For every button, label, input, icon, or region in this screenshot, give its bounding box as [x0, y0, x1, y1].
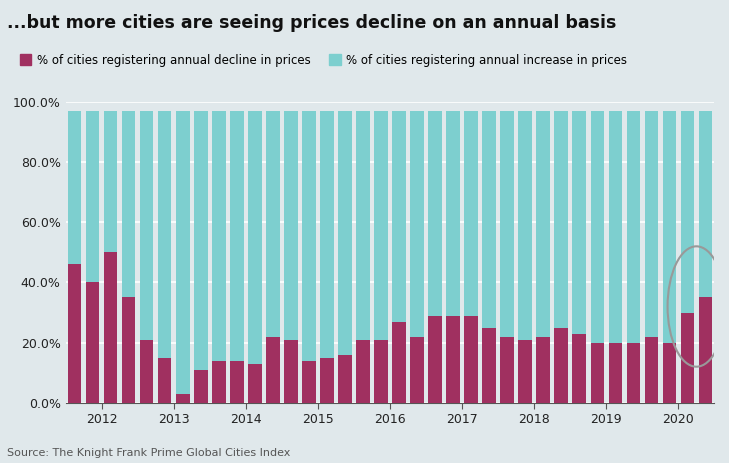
Bar: [266, 111, 280, 403]
Bar: [609, 343, 622, 403]
Text: ...but more cities are seeing prices decline on an annual basis: ...but more cities are seeing prices dec…: [7, 14, 617, 32]
Bar: [194, 369, 208, 403]
Bar: [392, 321, 406, 403]
Bar: [230, 361, 243, 403]
Bar: [320, 357, 334, 403]
Bar: [176, 111, 190, 403]
Bar: [266, 337, 280, 403]
Bar: [555, 328, 568, 403]
Bar: [338, 111, 351, 403]
Bar: [698, 297, 712, 403]
Bar: [681, 111, 694, 403]
Bar: [392, 111, 406, 403]
Bar: [320, 111, 334, 403]
Bar: [572, 333, 586, 403]
Bar: [590, 111, 604, 403]
Bar: [122, 111, 136, 403]
Bar: [626, 343, 640, 403]
Bar: [590, 343, 604, 403]
Bar: [429, 111, 442, 403]
Bar: [572, 111, 586, 403]
Bar: [483, 328, 496, 403]
Bar: [302, 111, 316, 403]
Bar: [663, 343, 676, 403]
Bar: [644, 111, 658, 403]
Bar: [212, 111, 225, 403]
Bar: [338, 355, 351, 403]
Bar: [626, 111, 640, 403]
Bar: [176, 394, 190, 403]
Bar: [410, 337, 424, 403]
Bar: [194, 111, 208, 403]
Bar: [356, 111, 370, 403]
Bar: [698, 111, 712, 403]
Bar: [104, 111, 117, 403]
Bar: [212, 361, 225, 403]
Bar: [663, 111, 676, 403]
Bar: [374, 340, 388, 403]
Bar: [537, 337, 550, 403]
Bar: [122, 297, 136, 403]
Bar: [410, 111, 424, 403]
Bar: [158, 111, 171, 403]
Bar: [681, 313, 694, 403]
Bar: [429, 316, 442, 403]
Bar: [68, 264, 82, 403]
Bar: [230, 111, 243, 403]
Bar: [140, 111, 154, 403]
Bar: [446, 111, 460, 403]
Bar: [302, 361, 316, 403]
Bar: [284, 111, 297, 403]
Text: Source: The Knight Frank Prime Global Cities Index: Source: The Knight Frank Prime Global Ci…: [7, 448, 291, 458]
Bar: [644, 337, 658, 403]
Bar: [284, 340, 297, 403]
Legend: % of cities registering annual decline in prices, % of cities registering annual: % of cities registering annual decline i…: [20, 54, 628, 67]
Bar: [500, 111, 514, 403]
Bar: [483, 111, 496, 403]
Bar: [500, 337, 514, 403]
Bar: [446, 316, 460, 403]
Bar: [464, 316, 478, 403]
Bar: [356, 340, 370, 403]
Bar: [158, 357, 171, 403]
Bar: [518, 340, 532, 403]
Bar: [86, 282, 99, 403]
Bar: [248, 364, 262, 403]
Bar: [464, 111, 478, 403]
Bar: [374, 111, 388, 403]
Bar: [555, 111, 568, 403]
Bar: [86, 111, 99, 403]
Bar: [248, 111, 262, 403]
Bar: [518, 111, 532, 403]
Bar: [104, 252, 117, 403]
Bar: [68, 111, 82, 403]
Bar: [140, 340, 154, 403]
Bar: [537, 111, 550, 403]
Bar: [609, 111, 622, 403]
